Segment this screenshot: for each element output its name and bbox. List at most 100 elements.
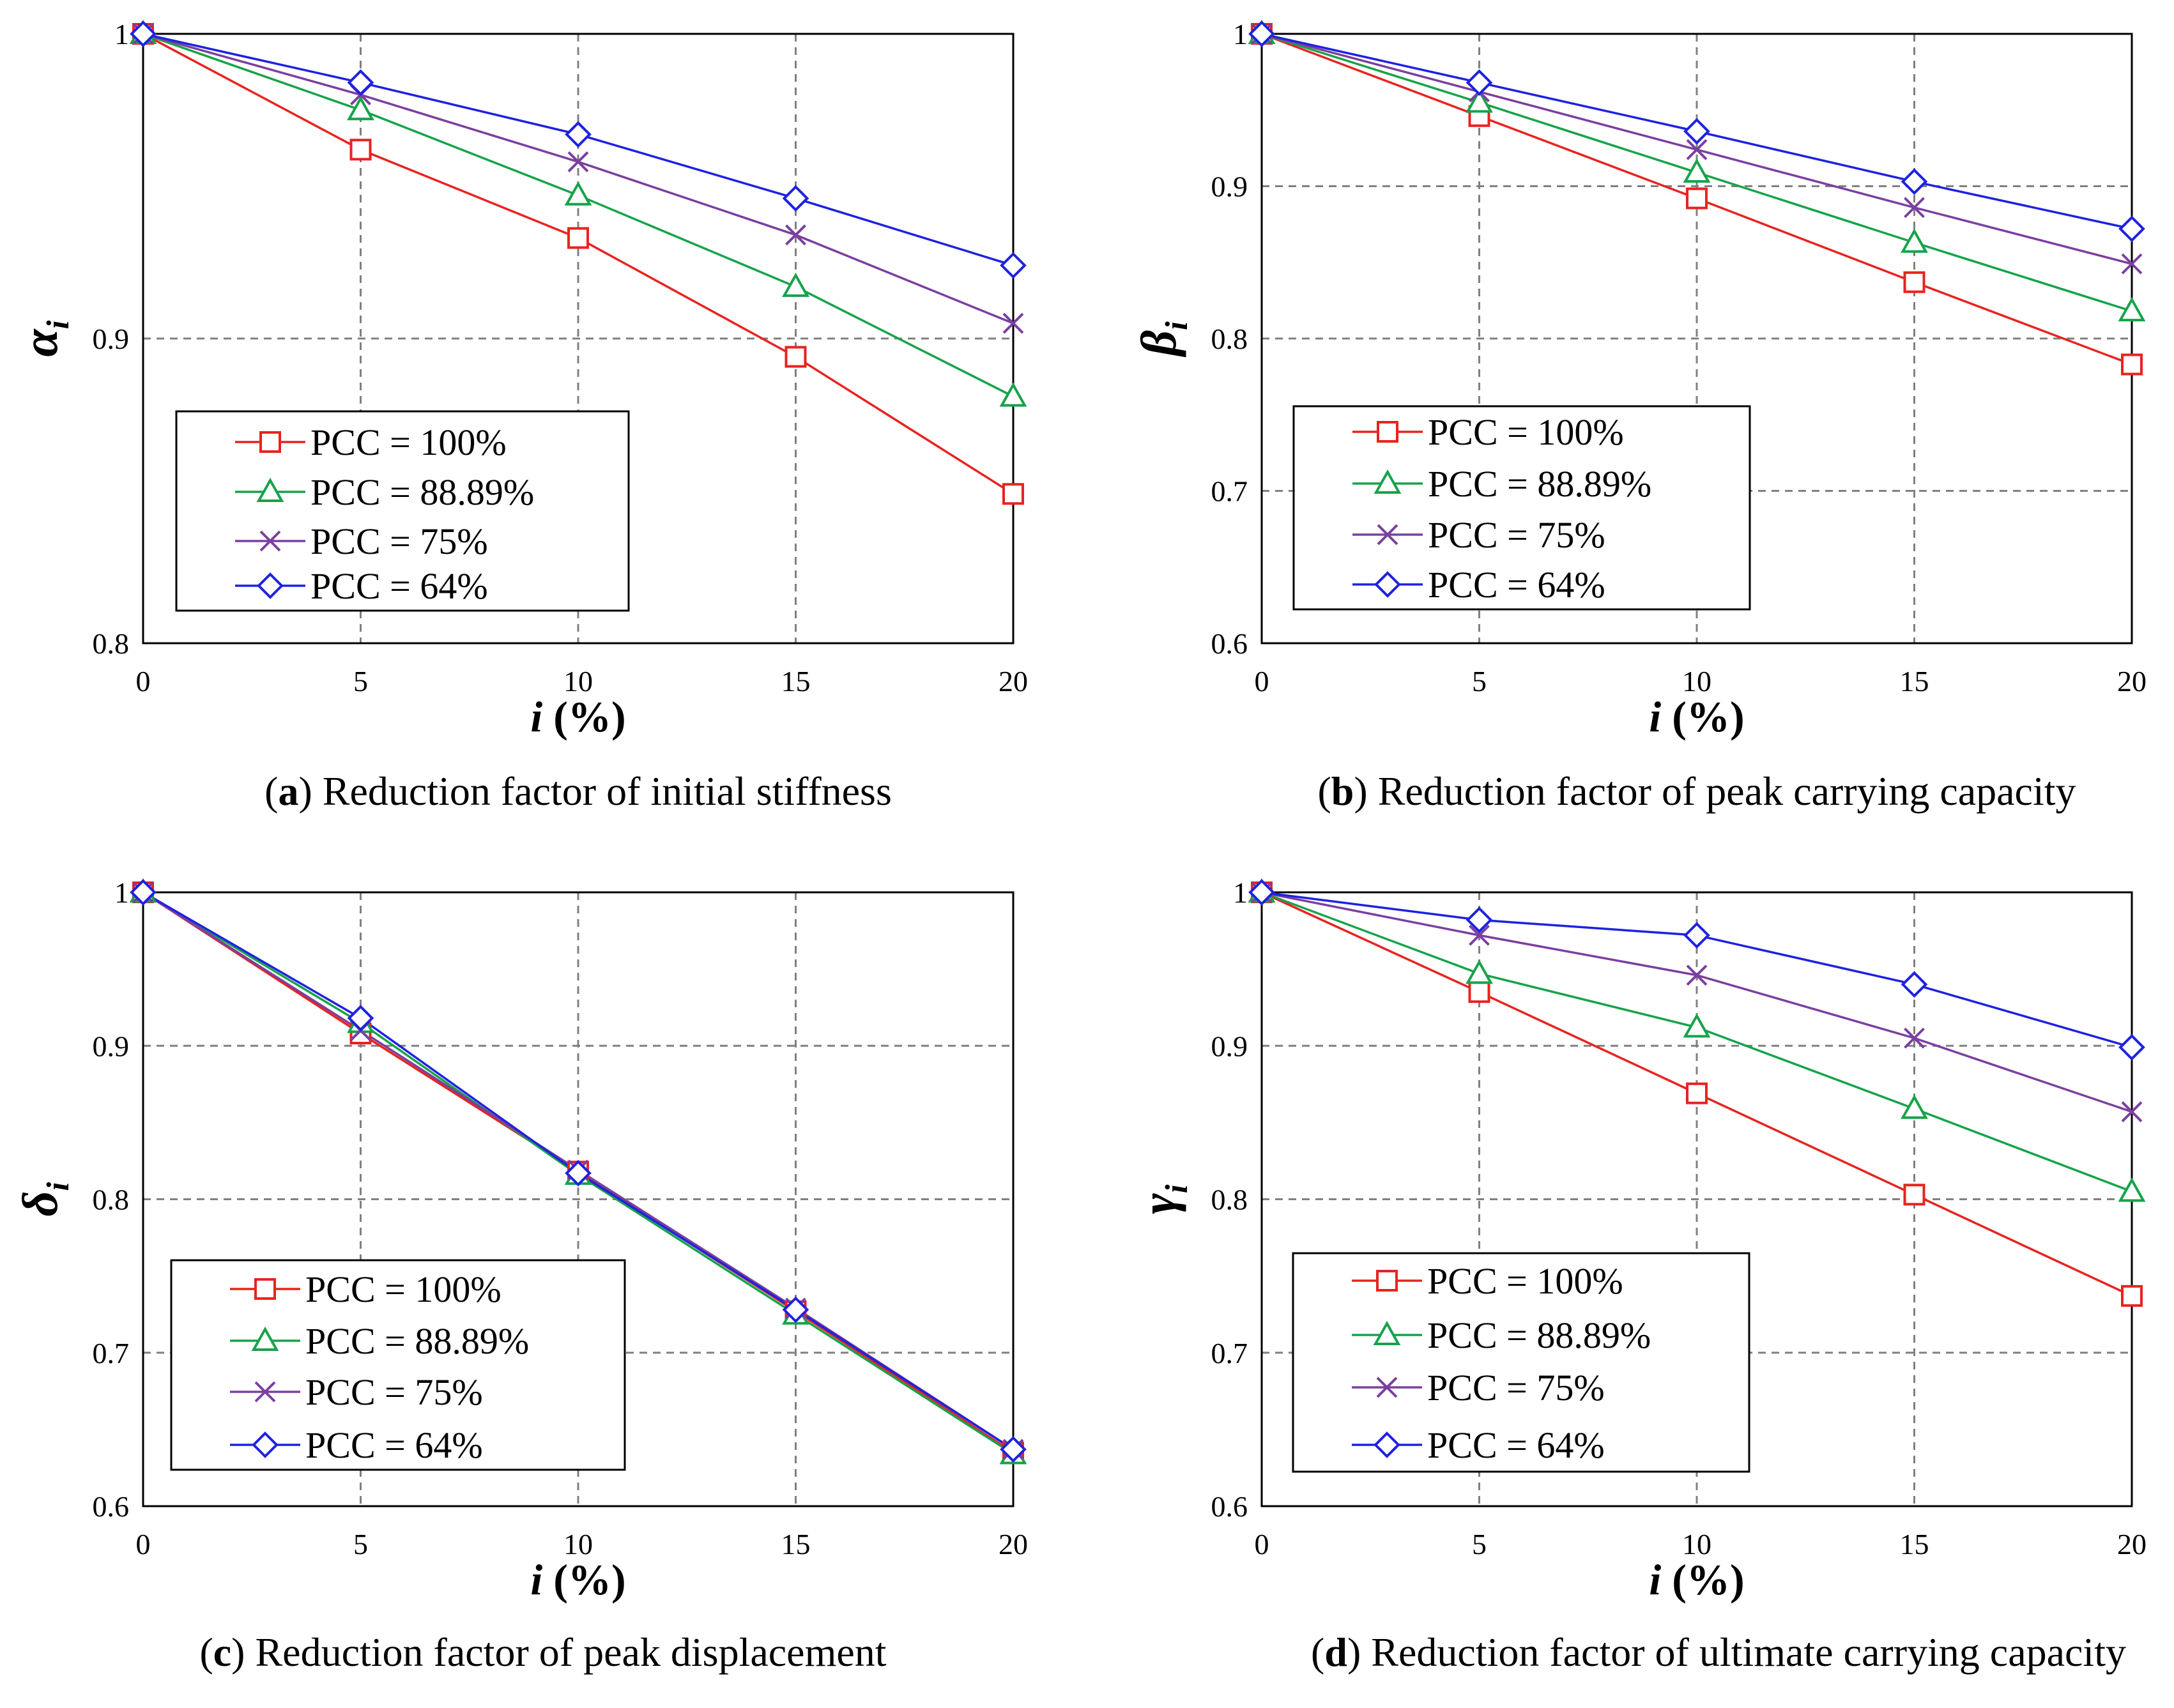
data-point-cross: [1686, 965, 1708, 986]
legend-entry-label: PCC = 88.89%: [310, 471, 534, 513]
data-point-square: [1686, 187, 1708, 210]
y-tick-label: 0.6: [1211, 1490, 1248, 1523]
y-tick-label: 0.7: [1211, 1337, 1248, 1369]
x-tick-label: 5: [353, 1528, 368, 1560]
data-point-diamond: [782, 1296, 809, 1323]
x-tick-label: 20: [2117, 665, 2147, 698]
plot-frame: [1260, 33, 2133, 644]
legend-marker-square: [1376, 1270, 1398, 1292]
data-point-cross: [785, 224, 806, 246]
x-axis-label: i (%): [530, 1555, 625, 1604]
data-point-diamond: [2118, 1033, 2145, 1061]
y-tick-label: 0.9: [93, 323, 130, 355]
legend-marker-cross: [259, 530, 281, 552]
data-point-square: [1686, 1082, 1708, 1104]
y-tick-label: 0.9: [1211, 1030, 1248, 1062]
y-tick-label: 0.8: [1211, 1184, 1248, 1216]
y-axis-label: αi: [12, 320, 75, 356]
legend-entry-label: PCC = 100%: [1428, 411, 1624, 453]
y-tick-label: 1: [1233, 18, 1248, 50]
y-tick-label: 0.6: [1211, 627, 1248, 660]
x-tick-label: 20: [2117, 1528, 2147, 1560]
data-point-cross: [1686, 139, 1708, 160]
y-tick-label: 0.9: [93, 1030, 130, 1062]
data-point-square: [1903, 1184, 1925, 1206]
legend-entry-label: PCC = 75%: [1427, 1367, 1605, 1408]
legend-marker-square: [254, 1278, 276, 1300]
legend-entry-label: PCC = 64%: [1427, 1424, 1605, 1466]
x-tick-label: 15: [781, 1528, 811, 1560]
y-tick-label: 1: [114, 18, 129, 50]
legend: PCC = 100%PCC = 88.89%PCC = 75%PCC = 64%: [175, 410, 630, 612]
data-point-diamond: [1248, 20, 1275, 47]
data-point-square: [2121, 353, 2143, 376]
data-point-diamond: [130, 879, 157, 906]
x-axis-label: i (%): [1649, 1555, 1744, 1604]
data-point-diamond: [130, 20, 157, 47]
panel-caption: (b) Reduction factor of peak carrying ca…: [1317, 768, 2076, 814]
legend-box: [1292, 1252, 1750, 1473]
legend-marker-cross: [1377, 524, 1398, 545]
legend-entry-label: PCC = 64%: [305, 1424, 483, 1466]
legend-marker-square: [1377, 421, 1398, 443]
legend: PCC = 100% PCC = 88.89% PCC = 75% PCC = 64%: [1292, 405, 1751, 611]
data-point-diamond: [565, 1159, 592, 1187]
legend-box: [175, 410, 630, 612]
data-point-triangle: [1901, 1094, 1928, 1119]
data-point-diamond: [1683, 922, 1710, 949]
plot-frame: [142, 33, 1014, 644]
legend-entry-label: PCC = 88.89%: [305, 1320, 529, 1362]
x-tick-label: 5: [1472, 665, 1487, 698]
legend-entry-label: PCC = 100%: [305, 1269, 501, 1310]
data-point-diamond: [1466, 906, 1493, 934]
legend-box: [170, 1259, 626, 1471]
data-point-triangle: [1901, 228, 1928, 253]
x-tick-label: 10: [563, 1528, 593, 1560]
x-tick-label: 0: [136, 665, 151, 698]
x-tick-label: 10: [1682, 1528, 1711, 1560]
legend: PCC = 100% PCC = 88.89% PCC = 75% PCC = 64%: [170, 1259, 626, 1471]
legend-entry-label: PCC = 75%: [305, 1371, 483, 1413]
y-axis-label: γi: [1131, 1184, 1194, 1214]
data-point-cross: [1904, 197, 1925, 218]
y-tick-label: 0.7: [93, 1337, 130, 1369]
data-point-cross: [567, 151, 589, 172]
x-tick-label: 10: [563, 665, 593, 698]
legend-marker-diamond: [1374, 1431, 1400, 1458]
x-tick-label: 5: [1472, 1528, 1487, 1560]
x-tick-label: 0: [136, 1528, 151, 1560]
legend-marker-diamond: [252, 1431, 279, 1458]
data-point-cross: [1002, 312, 1024, 334]
y-tick-label: 0.8: [93, 1184, 130, 1216]
x-tick-label: 15: [1900, 1528, 1929, 1560]
x-tick-label: 5: [353, 665, 368, 698]
x-tick-label: 15: [781, 665, 811, 698]
legend-marker-triangle: [1374, 469, 1402, 494]
data-point-triangle: [2118, 296, 2146, 322]
data-point-triangle: [2118, 1177, 2146, 1202]
legend-entry-label: PCC = 75%: [310, 521, 488, 562]
data-point-square: [2121, 1285, 2143, 1307]
legend-entry-label: PCC = 75%: [1428, 514, 1605, 556]
panel-caption: (d) Reduction factor of ultimate carryin…: [1311, 1629, 2126, 1675]
data-point-triangle: [1683, 1013, 1711, 1038]
x-tick-label: 20: [999, 1528, 1028, 1560]
legend-entry-label: PCC = 64%: [1428, 564, 1605, 606]
data-point-triangle: [1683, 158, 1711, 183]
legend-marker-diamond: [1374, 571, 1401, 598]
y-tick-label: 0.9: [1211, 171, 1248, 203]
data-point-square: [785, 346, 807, 368]
data-point-cross: [1904, 1027, 1925, 1049]
data-point-triangle: [1466, 959, 1493, 984]
data-point-diamond: [1683, 118, 1710, 145]
legend-entry-label: PCC = 88.89%: [1428, 463, 1651, 505]
data-point-cross: [1469, 924, 1490, 946]
data-point-square: [1002, 483, 1024, 505]
data-point-diamond: [1466, 69, 1493, 96]
y-tick-label: 1: [114, 876, 129, 909]
data-point-diamond: [1901, 971, 1928, 998]
data-point-square: [567, 227, 589, 249]
x-tick-label: 0: [1255, 665, 1269, 698]
